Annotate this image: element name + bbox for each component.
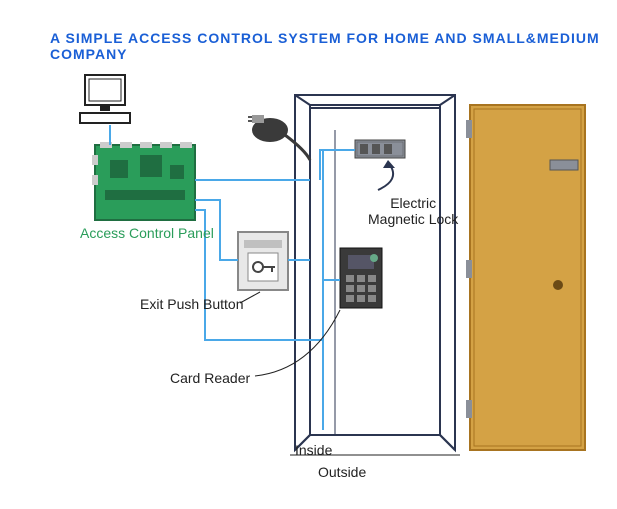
exit-push-button <box>238 232 288 290</box>
card-reader <box>340 248 382 308</box>
label-outside: Outside <box>318 464 366 480</box>
diagram-title: A SIMPLE ACCESS CONTROL SYSTEM FOR HOME … <box>50 30 617 62</box>
diagram-canvas <box>0 0 617 509</box>
label-access-panel: Access Control Panel <box>80 225 214 241</box>
label-card-reader: Card Reader <box>170 370 250 386</box>
door-leaf <box>466 105 585 450</box>
computer-icon <box>80 75 130 123</box>
power-adapter <box>248 115 310 160</box>
label-magnetic-lock: Electric Magnetic Lock <box>368 195 458 227</box>
label-exit-button: Exit Push Button <box>140 296 244 312</box>
magnetic-lock <box>355 140 405 158</box>
label-inside: Inside <box>295 442 332 458</box>
access-control-panel <box>92 142 195 220</box>
